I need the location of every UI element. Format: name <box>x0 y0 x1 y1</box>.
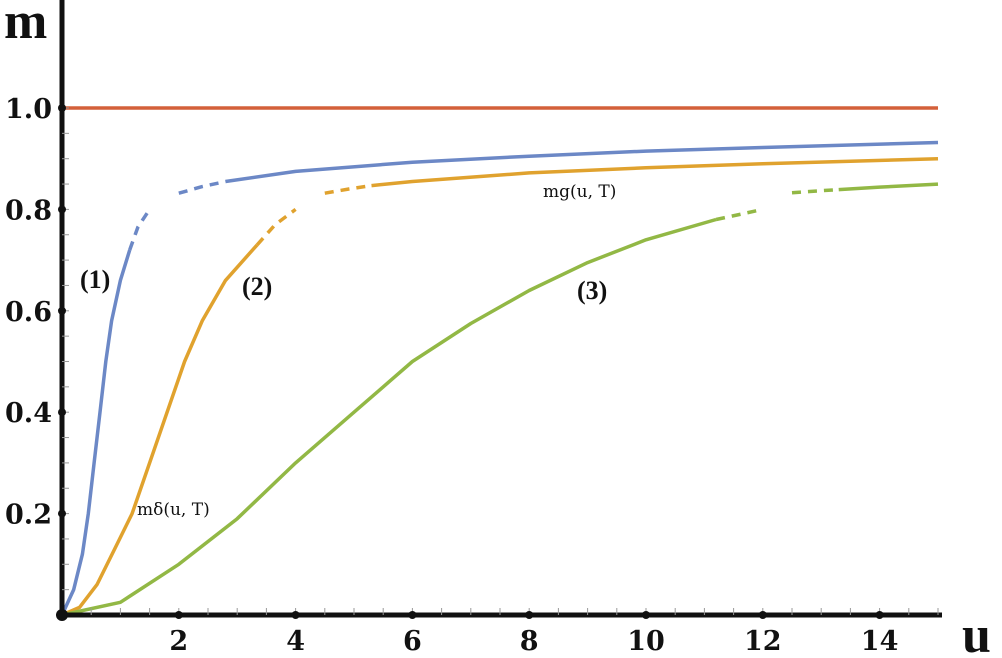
m-delta-annotation: mδ(u, T) <box>137 500 210 520</box>
series-line-3 <box>178 179 226 195</box>
x-tick-dot <box>408 611 417 619</box>
y-tick-label: 0.2 <box>5 500 52 531</box>
y-axis-label: m <box>4 0 47 50</box>
y-tick-label: 1.0 <box>5 94 52 125</box>
y-tick-dot <box>58 306 66 315</box>
x-tick-label: 2 <box>169 626 188 657</box>
series-line-8 <box>371 156 939 188</box>
series-line-9 <box>61 217 717 617</box>
series-line-12 <box>838 182 939 192</box>
x-tick-label: 10 <box>627 626 665 657</box>
x-tick-dot <box>174 611 183 619</box>
series-line-7 <box>324 183 372 195</box>
x-tick-label: 8 <box>520 626 539 657</box>
series-line-4 <box>225 140 939 184</box>
series-line-6 <box>255 207 297 247</box>
y-tick-label: 0.8 <box>5 195 52 226</box>
x-tick-label: 6 <box>403 626 422 657</box>
x-tick-label: 4 <box>286 626 305 657</box>
series-line-1 <box>60 249 132 616</box>
x-tick-label: 12 <box>744 626 782 657</box>
y-tick-dot <box>58 408 66 417</box>
x-tick-dot <box>291 611 300 619</box>
x-axis-label: u <box>962 607 991 658</box>
x-tick-dot <box>758 611 767 619</box>
y-tick-dot <box>58 205 66 214</box>
y-tick-label: 0.6 <box>5 297 52 328</box>
x-tick-dot <box>642 611 650 619</box>
series-line-2 <box>128 208 152 251</box>
x-tick-dot <box>875 611 884 619</box>
y-tick-dot <box>58 104 66 112</box>
m-g-annotation: mg(u, T) <box>543 182 616 202</box>
ticks: 2 4 6 8 10 12 14 0.2 0.4 0.6 0.8 1.0 <box>5 94 939 657</box>
origin-dot <box>56 609 68 621</box>
curve-3-label: (3) <box>577 276 607 305</box>
x-tick-dot <box>525 611 534 619</box>
series-line-10 <box>715 207 764 222</box>
series-line-5 <box>61 243 259 617</box>
curves <box>60 106 939 617</box>
curve-1-label: (1) <box>80 265 110 294</box>
x-tick-label: 14 <box>861 626 899 657</box>
y-tick-label: 0.4 <box>5 398 52 429</box>
y-tick-dot <box>58 509 66 518</box>
curve-2-label: (2) <box>242 272 272 301</box>
series-line-11 <box>791 187 839 195</box>
